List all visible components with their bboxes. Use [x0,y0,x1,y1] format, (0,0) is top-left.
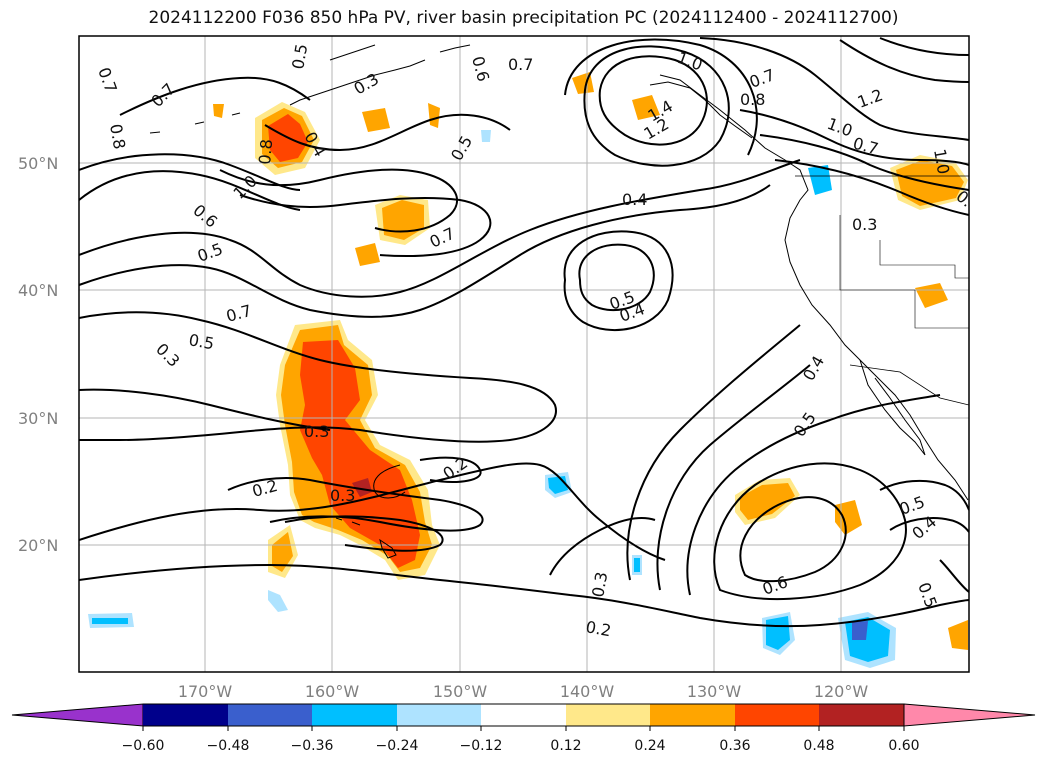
colorbar-extend-right [903,703,1036,727]
colorbar-segment [735,704,819,726]
contour-label: 0.3 [852,215,877,234]
contour-label: 0.3 [330,486,355,505]
colorbar-extend-left [11,703,144,727]
contour-label: 0.3 [304,422,329,441]
colorbar-segment [650,704,735,726]
lat-label-50n: 50°N [18,154,58,173]
colorbar-tick-label: 0.12 [550,738,581,754]
lon-label-170w: 170°W [178,682,233,701]
colorbar-segment [819,704,904,726]
lat-label-40n: 40°N [18,281,58,300]
colorbar: −0.60 −0.48 −0.36 −0.24 −0.12 0.12 0.24 … [11,703,1036,754]
contour-label: 0.2 [584,617,612,640]
colorbar-segment [143,704,228,726]
colorbar-tick-label: −0.12 [460,738,503,754]
colorbar-tick-label: −0.36 [291,738,334,754]
lon-label-160w: 160°W [305,682,360,701]
contour-label: 0.8 [255,138,276,165]
contour-label: 1.0 [930,147,953,175]
colorbar-segment [228,704,312,726]
contour-label: 0.7 [508,55,533,74]
colorbar-tick-label: 0.24 [634,738,665,754]
colorbar-tick-label: −0.48 [207,738,250,754]
colorbar-tick-label: 0.36 [719,738,750,754]
lon-label-150w: 150°W [433,682,488,701]
contour-label: 0.3 [588,570,611,598]
map-frame [78,35,970,673]
contour-label: 0.8 [740,90,765,109]
contour-label: 0.4 [622,190,647,209]
graticule [79,36,969,672]
colorbar-segment [397,704,481,726]
pv-contours [79,37,969,628]
colorbar-tick-label: −0.60 [122,738,165,754]
map-title: 2024112200 F036 850 hPa PV, river basin … [148,8,899,28]
contour-label: 0.5 [187,330,215,353]
lon-label-120w: 120°W [814,682,869,701]
colorbar-tick-label: 0.48 [803,738,834,754]
colorbar-segment [312,704,397,726]
lon-label-130w: 130°W [687,682,742,701]
latitude-labels: 50°N 40°N 30°N 20°N [18,154,58,555]
contour-label: 0.8 [106,122,129,150]
colorbar-segment [566,704,650,726]
colorbar-segment [481,704,566,726]
longitude-labels: 170°W 160°W 150°W 140°W 130°W 120°W [178,682,869,701]
contour-label: 0.5 [288,42,311,70]
lat-label-20n: 20°N [18,536,58,555]
colorbar-tick-label: −0.24 [376,738,419,754]
lat-label-30n: 30°N [18,409,58,428]
lon-label-140w: 140°W [560,682,615,701]
colorbar-tick-label: 0.60 [888,738,919,754]
